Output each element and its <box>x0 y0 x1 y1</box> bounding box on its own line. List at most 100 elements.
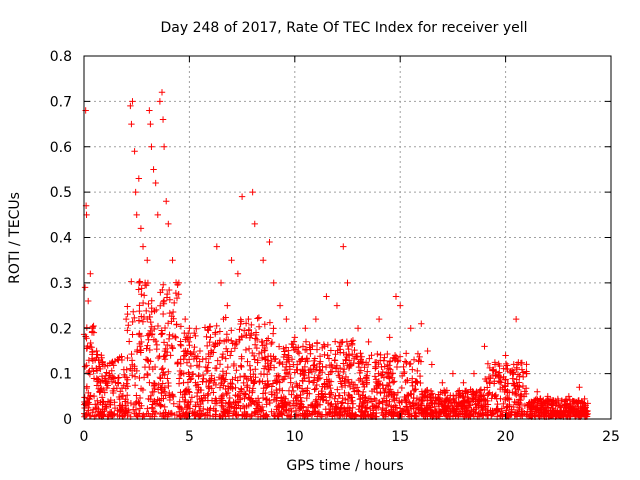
dense-point <box>252 335 259 342</box>
dense-point <box>93 375 100 382</box>
dense-point <box>144 356 151 364</box>
dense-point <box>158 327 165 334</box>
dense-point <box>204 326 211 333</box>
dense-point <box>138 402 145 409</box>
dense-point <box>572 407 580 415</box>
dense-point <box>128 357 136 364</box>
data-point <box>159 116 167 123</box>
dense-point <box>418 410 425 418</box>
dense-point <box>387 386 394 393</box>
dense-point <box>165 382 172 390</box>
dense-point <box>248 410 256 418</box>
dense-point <box>471 394 479 401</box>
dense-point <box>111 399 118 406</box>
dense-point <box>410 356 418 363</box>
dense-point <box>520 373 527 381</box>
dense-point <box>362 408 370 415</box>
dense-point <box>124 354 131 362</box>
dense-points-layer <box>80 278 591 420</box>
dense-point <box>482 403 489 410</box>
dense-point <box>303 355 311 362</box>
dense-point <box>549 402 557 409</box>
dense-point <box>504 365 511 373</box>
dense-point <box>394 389 402 396</box>
dense-point <box>238 334 246 341</box>
dense-point <box>305 374 313 381</box>
dense-point <box>319 396 326 403</box>
dense-point <box>226 402 234 410</box>
dense-point <box>166 296 174 303</box>
dense-point <box>128 350 135 358</box>
dense-point <box>222 385 229 393</box>
dense-point <box>120 382 127 389</box>
dense-point <box>479 412 486 419</box>
dense-point <box>204 406 211 414</box>
dense-point <box>346 405 354 412</box>
dense-point <box>158 366 166 373</box>
dense-point <box>138 338 145 346</box>
dense-point <box>124 310 131 318</box>
dense-point <box>85 407 92 414</box>
dense-point <box>510 380 518 387</box>
dense-point <box>573 398 580 406</box>
dense-point <box>225 412 233 420</box>
data-point <box>228 256 235 264</box>
data-point <box>131 148 138 155</box>
dense-point <box>148 308 155 316</box>
dense-point <box>492 391 500 399</box>
dense-point <box>265 380 272 388</box>
dense-point <box>344 362 351 369</box>
dense-point <box>327 408 334 416</box>
dense-point <box>570 397 578 405</box>
dense-point <box>391 378 398 385</box>
dense-point <box>121 398 129 405</box>
dense-point <box>302 358 309 365</box>
dense-point <box>236 326 243 333</box>
dense-point <box>343 412 350 420</box>
dense-point <box>222 314 229 321</box>
dense-point <box>506 411 514 418</box>
dense-point <box>223 331 231 338</box>
data-point <box>156 98 164 105</box>
dense-point <box>216 337 224 344</box>
dense-point <box>169 392 176 399</box>
dense-point <box>92 412 100 419</box>
dense-point <box>303 394 310 402</box>
dense-point <box>99 408 106 415</box>
dense-point <box>381 363 388 370</box>
dense-point <box>405 398 412 406</box>
dense-point <box>220 338 228 345</box>
dense-point <box>521 402 529 410</box>
dense-point <box>345 350 353 358</box>
dense-point <box>194 398 201 406</box>
dense-point <box>407 403 414 410</box>
dense-point <box>302 338 310 345</box>
dense-point <box>194 389 201 397</box>
dense-point <box>310 362 317 369</box>
dense-point <box>424 409 432 416</box>
data-point <box>291 334 298 341</box>
dense-point <box>106 409 114 416</box>
dense-point <box>187 398 194 405</box>
dense-point <box>571 406 578 413</box>
dense-point <box>93 404 100 412</box>
dense-point <box>211 364 219 372</box>
dense-point <box>486 389 493 396</box>
dense-point <box>483 377 490 385</box>
dense-point <box>275 343 283 350</box>
dense-point <box>521 388 528 395</box>
dense-point <box>158 389 165 397</box>
dense-point <box>181 398 188 406</box>
dense-point <box>544 396 551 404</box>
dense-point <box>259 338 266 346</box>
dense-point <box>95 385 103 392</box>
dense-point <box>219 368 227 375</box>
dense-point <box>493 407 500 414</box>
dense-point <box>309 408 317 416</box>
dense-point <box>350 359 357 367</box>
dense-point <box>242 332 250 339</box>
dense-point <box>297 394 304 401</box>
dense-point <box>245 327 252 334</box>
dense-point <box>390 412 397 419</box>
dense-point <box>129 318 136 326</box>
